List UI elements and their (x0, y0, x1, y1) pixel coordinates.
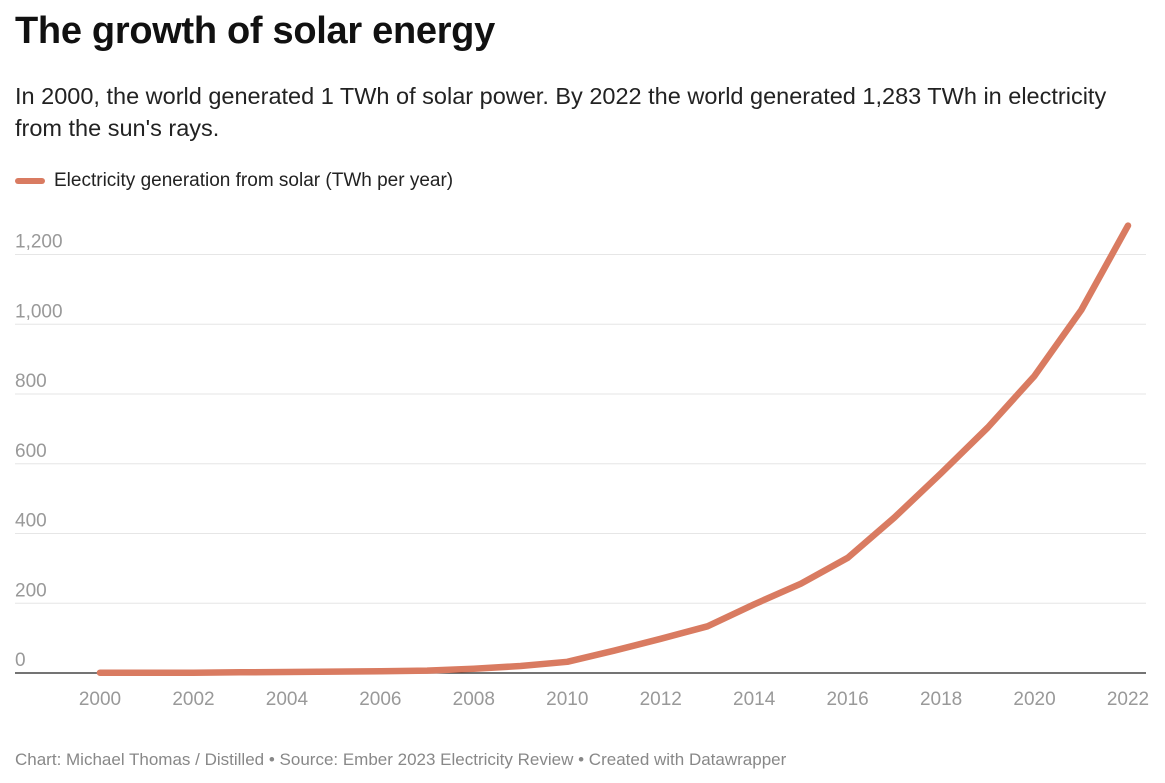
data-point (845, 555, 851, 561)
y-tick-label: 400 (15, 511, 47, 532)
footer-separator: • (268, 750, 275, 769)
data-point (97, 670, 103, 676)
y-tick-label: 1,000 (15, 301, 63, 322)
grid-lines (15, 254, 1146, 674)
data-point (1078, 307, 1084, 313)
footer-source: Source: Ember 2023 Electricity Review (279, 750, 574, 769)
legend-label: Electricity generation from solar (TWh p… (54, 170, 454, 191)
x-axis-ticks: 2000 2002 2004 2006 2008 2010 2012 2014 2016 2018… (79, 689, 1149, 710)
data-point (658, 636, 664, 642)
line-chart: 0 200 400 600 800 1,000 1,200 2000 2002 2004 2006… (15, 222, 1149, 710)
series-layer (96, 222, 1132, 676)
data-point (331, 669, 337, 675)
x-tick-label: 2002 (172, 689, 214, 710)
data-point (284, 669, 290, 675)
footer-credit: Chart: Michael Thomas / Distilled (15, 750, 265, 769)
x-tick-label: 2000 (79, 689, 121, 710)
legend: Electricity generation from solar (TWh p… (15, 170, 453, 192)
data-point (237, 669, 243, 675)
data-point (891, 515, 897, 521)
data-point (705, 623, 711, 629)
legend-swatch (15, 178, 45, 184)
x-tick-label: 2014 (733, 689, 776, 710)
data-point (1125, 223, 1131, 229)
y-tick-label: 800 (15, 371, 47, 392)
data-point (518, 663, 524, 669)
data-point (377, 668, 383, 674)
chart-title: The growth of solar energy (15, 10, 495, 52)
footer-separator: • (578, 750, 585, 769)
x-tick-label: 2010 (546, 689, 588, 710)
data-point (938, 470, 944, 476)
data-point (798, 581, 804, 587)
x-tick-label: 2006 (359, 689, 401, 710)
chart-footer: Chart: Michael Thomas / Distilled • Sour… (15, 750, 786, 770)
y-tick-label: 0 (15, 650, 26, 671)
data-point (424, 668, 430, 674)
y-axis-ticks: 0 200 400 600 800 1,000 1,200 (15, 232, 63, 672)
chart-subtitle: In 2000, the world generated 1 TWh of so… (15, 83, 1107, 141)
data-point (144, 670, 150, 676)
x-tick-label: 2008 (453, 689, 495, 710)
y-tick-label: 600 (15, 441, 47, 462)
x-tick-label: 2022 (1107, 689, 1149, 710)
x-tick-label: 2004 (266, 689, 309, 710)
x-tick-label: 2020 (1013, 689, 1055, 710)
x-tick-label: 2012 (640, 689, 682, 710)
data-point (471, 666, 477, 672)
x-tick-label: 2016 (826, 689, 868, 710)
y-tick-label: 200 (15, 580, 47, 601)
data-point (564, 659, 570, 665)
x-tick-label: 2018 (920, 689, 962, 710)
y-tick-label: 1,200 (15, 232, 63, 253)
data-point (1032, 373, 1038, 379)
series-line (96, 222, 1132, 676)
data-point (985, 425, 991, 431)
data-point (611, 648, 617, 654)
footer-tool: Created with Datawrapper (588, 750, 787, 769)
data-point (751, 601, 757, 607)
data-point (191, 670, 197, 676)
